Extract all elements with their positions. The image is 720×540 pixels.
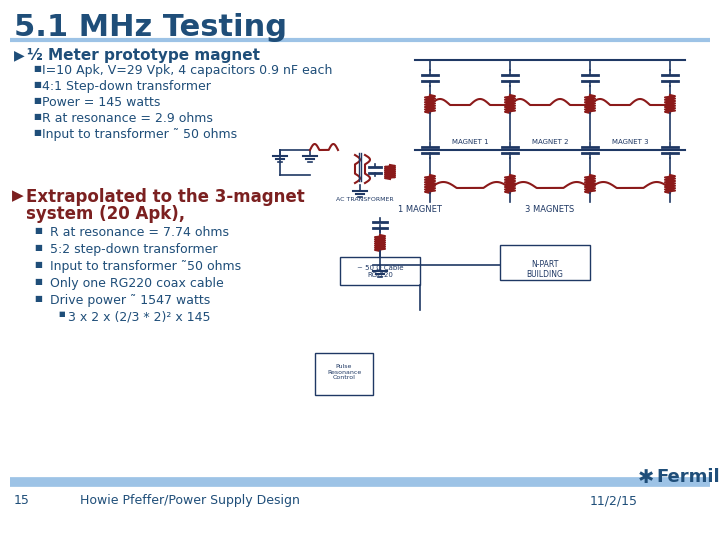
FancyBboxPatch shape xyxy=(340,257,420,285)
Text: ■: ■ xyxy=(34,294,42,303)
Text: ■: ■ xyxy=(33,96,41,105)
FancyBboxPatch shape xyxy=(315,353,373,395)
Text: MAGNET 1: MAGNET 1 xyxy=(451,139,488,145)
Text: Input to transformer ˜50 ohms: Input to transformer ˜50 ohms xyxy=(50,260,241,273)
Text: MAGNET 2: MAGNET 2 xyxy=(532,139,568,145)
Text: ■: ■ xyxy=(33,112,41,121)
Text: Extrapolated to the 3-magnet: Extrapolated to the 3-magnet xyxy=(26,188,305,206)
Text: ■: ■ xyxy=(34,226,42,235)
Text: ▶: ▶ xyxy=(14,48,24,62)
Text: Drive power ˜ 1547 watts: Drive power ˜ 1547 watts xyxy=(50,294,210,307)
Text: ■: ■ xyxy=(34,243,42,252)
Text: Fermilab: Fermilab xyxy=(656,468,720,486)
Text: 5:2 step-down transformer: 5:2 step-down transformer xyxy=(50,243,217,256)
Text: Input to transformer ˜ 50 ohms: Input to transformer ˜ 50 ohms xyxy=(42,128,237,141)
Text: MAGNET 3: MAGNET 3 xyxy=(612,139,648,145)
Text: Pulse
Resonance
Control: Pulse Resonance Control xyxy=(327,364,361,380)
Text: R at resonance = 7.74 ohms: R at resonance = 7.74 ohms xyxy=(50,226,229,239)
Text: 3 MAGNETS: 3 MAGNETS xyxy=(526,205,575,214)
Text: 3 x 2 x (2/3 * 2)² x 145: 3 x 2 x (2/3 * 2)² x 145 xyxy=(68,311,210,324)
Text: 15: 15 xyxy=(14,494,30,507)
FancyBboxPatch shape xyxy=(500,245,590,280)
Text: ▶: ▶ xyxy=(12,188,24,203)
Text: Only one RG220 coax cable: Only one RG220 coax cable xyxy=(50,277,224,290)
Text: ■: ■ xyxy=(58,311,65,317)
Text: ½ Meter prototype magnet: ½ Meter prototype magnet xyxy=(27,48,260,63)
Text: Howie Pfeffer/Power Supply Design: Howie Pfeffer/Power Supply Design xyxy=(80,494,300,507)
Text: 5.1 MHz Testing: 5.1 MHz Testing xyxy=(14,13,287,42)
Text: ~ 50 Ω Cable
RG-220: ~ 50 Ω Cable RG-220 xyxy=(356,265,403,278)
Text: N-PART
BUILDING: N-PART BUILDING xyxy=(526,260,564,279)
Text: ■: ■ xyxy=(34,277,42,286)
Text: R at resonance = 2.9 ohms: R at resonance = 2.9 ohms xyxy=(42,112,213,125)
Text: ✱: ✱ xyxy=(638,468,654,487)
Text: 11/2/15: 11/2/15 xyxy=(590,494,638,507)
Text: I=10 Apk, V=29 Vpk, 4 capacitors 0.9 nF each: I=10 Apk, V=29 Vpk, 4 capacitors 0.9 nF … xyxy=(42,64,333,77)
Text: AC TRANSFORMER: AC TRANSFORMER xyxy=(336,197,394,202)
Text: ■: ■ xyxy=(33,128,41,137)
Text: system (20 Apk),: system (20 Apk), xyxy=(26,205,185,223)
Text: ■: ■ xyxy=(34,260,42,269)
Text: Power = 145 watts: Power = 145 watts xyxy=(42,96,161,109)
Text: 1 MAGNET: 1 MAGNET xyxy=(398,205,442,214)
Text: 4:1 Step-down transformer: 4:1 Step-down transformer xyxy=(42,80,211,93)
Text: ■: ■ xyxy=(33,64,41,73)
Text: ■: ■ xyxy=(33,80,41,89)
